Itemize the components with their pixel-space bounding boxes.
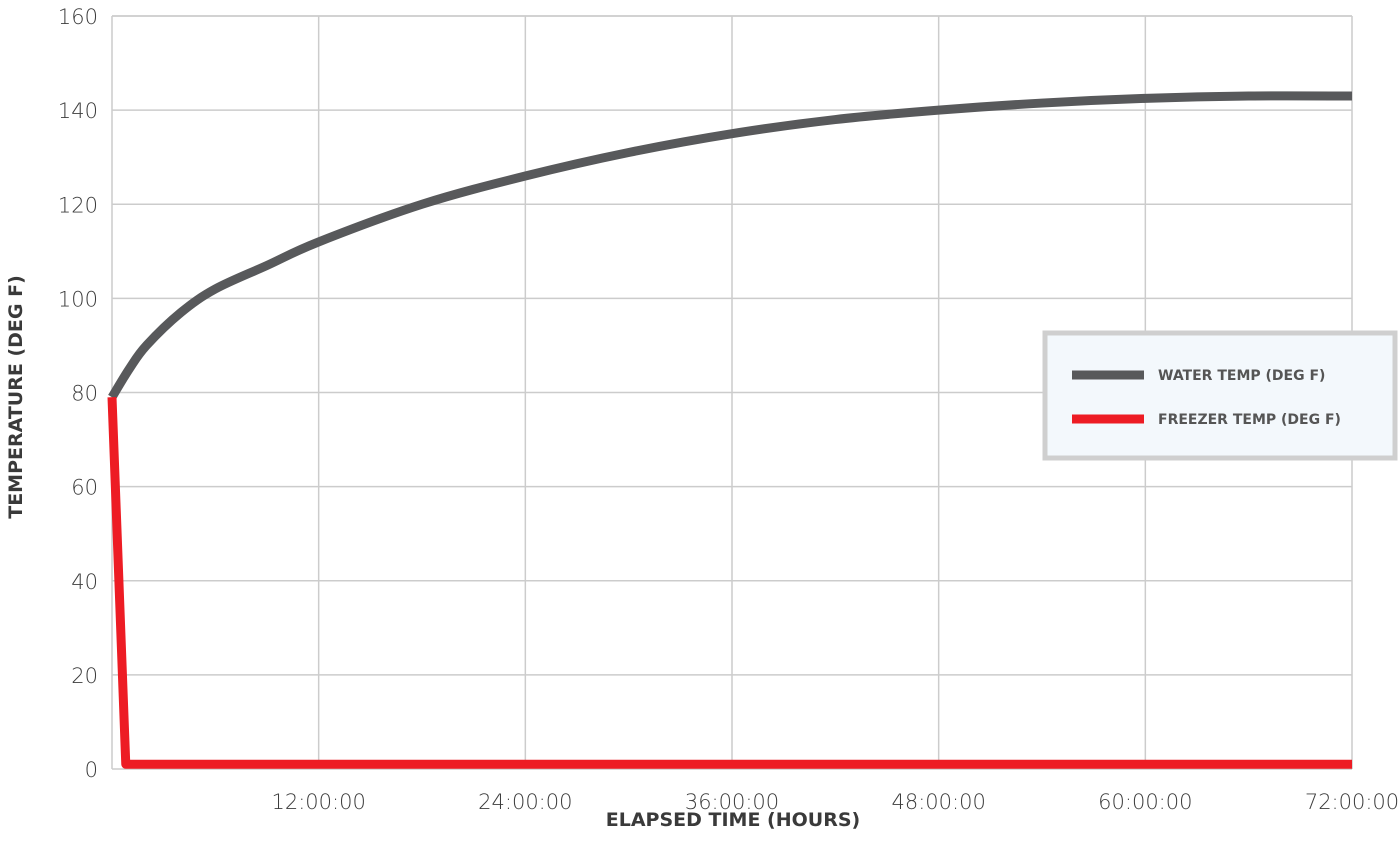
x-tick-label: 48:00:00: [892, 790, 986, 814]
y-tick-label: 0: [85, 758, 98, 782]
series-lines: [107, 91, 1353, 769]
legend-label-water-temp: WATER TEMP (DEG F): [1158, 368, 1325, 384]
y-tick-label: 100: [58, 287, 98, 311]
x-tick-label: 72:00:00: [1305, 790, 1398, 814]
x-tick-label: 60:00:00: [1098, 790, 1192, 814]
y-tick-label: 80: [71, 382, 98, 406]
x-tick-label: 36:00:00: [685, 790, 779, 814]
legend-label-freezer-temp: FREEZER TEMP (DEG F): [1158, 412, 1341, 428]
x-axis-title: ELAPSED TIME (HOURS): [606, 809, 860, 831]
legend-box: [1042, 330, 1398, 461]
y-tick-label: 20: [71, 664, 98, 688]
y-tick-label: 140: [58, 99, 98, 123]
grid-lines: [111, 15, 1353, 770]
legend: WATER TEMP (DEG F) FREEZER TEMP (DEG F): [1042, 330, 1398, 461]
y-tick-label: 40: [71, 570, 98, 594]
y-tick-label: 160: [58, 5, 98, 29]
y-axis-title: TEMPERATURE (DEG F): [5, 275, 27, 519]
tick-labels: 0 20 40 60 80 100 120 140 160 12:00:00 24:00:00 36:…: [58, 5, 1398, 814]
y-tick-label: 60: [71, 476, 98, 500]
x-tick-label: 24:00:00: [478, 790, 572, 814]
y-tick-label: 120: [58, 193, 98, 217]
x-tick-label: 12:00:00: [272, 790, 366, 814]
series-line-freezer-temp: [107, 397, 1352, 769]
series-line-water-temp: [108, 91, 1353, 400]
